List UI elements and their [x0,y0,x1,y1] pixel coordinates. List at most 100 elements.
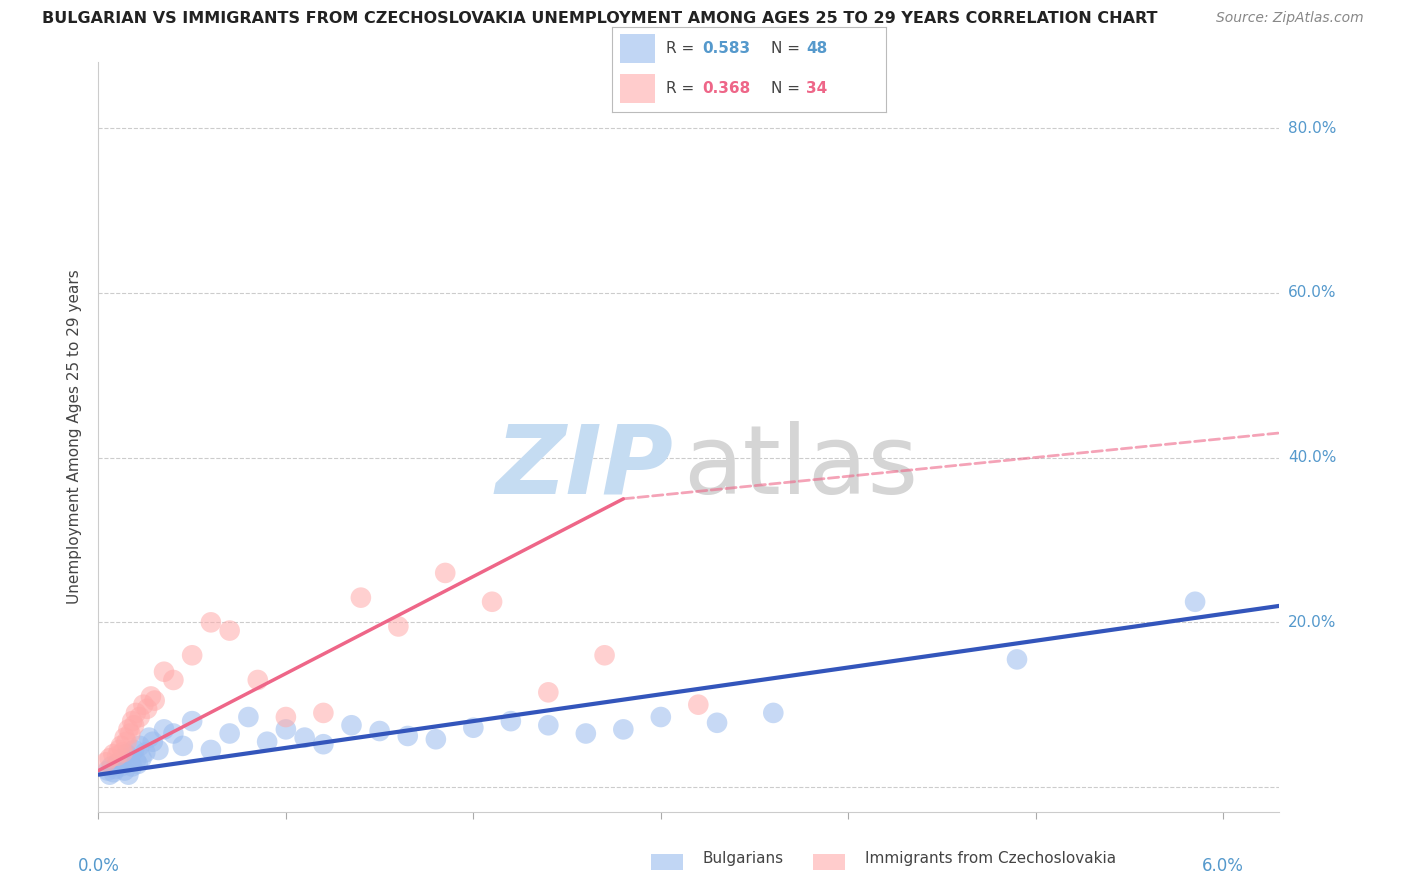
Text: 80.0%: 80.0% [1288,120,1336,136]
Point [575,726,598,740]
Point [122,743,145,757]
Point [108,756,131,770]
Point [1005,652,1028,666]
Point [148,743,170,757]
Point [181,648,204,663]
Point [688,698,710,712]
Point [340,718,363,732]
Text: 6.0%: 6.0% [1202,857,1244,875]
Point [105,756,128,771]
Point [706,715,728,730]
Text: 20.0%: 20.0% [1288,615,1336,630]
Point [98,767,121,781]
Point [121,759,143,773]
Point [131,751,153,765]
Point [103,765,125,780]
Point [143,693,166,707]
Point [368,724,391,739]
Point [111,751,134,765]
Point [537,685,560,699]
Point [117,723,139,737]
Point [120,726,142,740]
Point [110,759,132,773]
Text: R =: R = [666,41,700,56]
Point [181,714,204,728]
Point [139,690,162,704]
Text: Immigrants from Czechoslovakia: Immigrants from Czechoslovakia [865,851,1116,865]
Point [246,673,269,687]
Point [153,665,176,679]
Point [1184,595,1206,609]
Text: 0.0%: 0.0% [77,857,120,875]
Point [162,673,184,687]
Point [434,566,457,580]
Point [128,710,150,724]
Bar [620,74,655,103]
Point [425,732,447,747]
Point [114,764,136,778]
Point [134,746,156,760]
Point [238,710,260,724]
Point [100,759,122,773]
Text: 34: 34 [806,81,828,96]
Point [650,710,672,724]
Point [104,762,127,776]
Point [115,735,138,749]
Point [114,731,136,745]
Point [136,702,159,716]
Text: 48: 48 [806,41,828,56]
Point [218,624,240,638]
Y-axis label: Unemployment Among Ages 25 to 29 years: Unemployment Among Ages 25 to 29 years [67,269,83,605]
Text: 0.583: 0.583 [702,41,751,56]
Point [762,706,785,720]
Point [98,751,121,765]
Point [127,756,149,771]
Text: 60.0%: 60.0% [1288,285,1336,301]
Point [256,735,278,749]
Point [142,735,165,749]
Text: BULGARIAN VS IMMIGRANTS FROM CZECHOSLOVAKIA UNEMPLOYMENT AMONG AGES 25 TO 29 YEA: BULGARIAN VS IMMIGRANTS FROM CZECHOSLOVA… [42,11,1157,26]
Point [125,706,148,720]
Point [111,746,134,760]
Text: atlas: atlas [683,420,918,514]
Text: 0.368: 0.368 [702,81,751,96]
Point [138,731,160,745]
Point [172,739,194,753]
Point [612,723,634,737]
Point [110,739,132,753]
Text: R =: R = [666,81,700,96]
Point [132,698,155,712]
Point [121,714,143,728]
Text: N =: N = [770,81,804,96]
Point [312,706,335,720]
Point [108,743,131,757]
Point [105,748,128,763]
Point [537,718,560,732]
Point [117,767,139,781]
Text: Bulgarians: Bulgarians [703,851,785,865]
Point [274,723,297,737]
Bar [620,35,655,63]
Point [103,747,125,761]
Point [120,756,142,770]
Text: Source: ZipAtlas.com: Source: ZipAtlas.com [1216,11,1364,25]
Point [218,726,240,740]
Point [200,743,222,757]
Point [200,615,222,630]
Point [115,747,138,761]
Text: 40.0%: 40.0% [1288,450,1336,465]
Point [312,737,335,751]
Point [153,723,176,737]
Point [350,591,373,605]
Point [274,710,297,724]
Point [463,721,485,735]
Point [94,756,117,770]
Point [125,754,148,768]
Point [122,718,145,732]
Point [294,731,316,745]
Point [162,726,184,740]
Point [396,729,419,743]
Point [97,764,120,778]
Text: N =: N = [770,41,804,56]
Point [481,595,503,609]
